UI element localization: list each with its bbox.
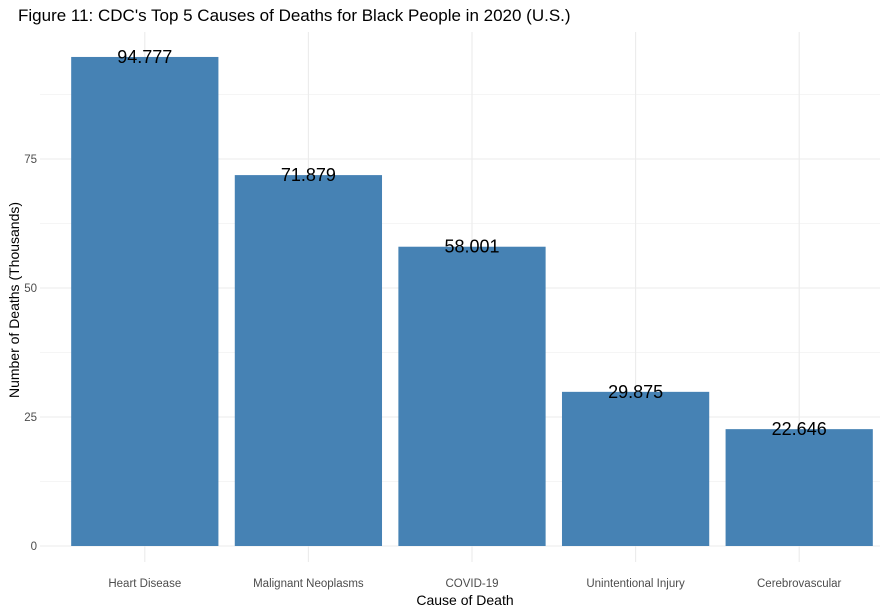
bar bbox=[561, 391, 710, 546]
x-axis-ticks: Heart Disease Malignant Neoplasms COVID-19… bbox=[108, 578, 841, 590]
y-tick-label: 25 bbox=[24, 412, 37, 424]
x-tick-label: Unintentional Injury bbox=[586, 578, 685, 590]
x-tick-label: Heart Disease bbox=[108, 578, 181, 590]
bars bbox=[71, 56, 873, 546]
data-labels: 94.777 71.879 58.001 29.875 22.646 bbox=[117, 47, 826, 439]
bar bbox=[234, 175, 383, 546]
x-tick-label: COVID-19 bbox=[445, 578, 498, 590]
y-tick-label: 50 bbox=[24, 283, 37, 295]
x-axis-title: Cause of Death bbox=[416, 592, 513, 608]
y-axis-ticks: 0 25 50 75 bbox=[24, 154, 37, 553]
x-tick-label: Malignant Neoplasms bbox=[253, 578, 364, 590]
y-tick-label: 75 bbox=[24, 154, 37, 166]
x-tick-label: Cerebrovascular bbox=[757, 578, 842, 590]
y-tick-label: 0 bbox=[31, 541, 37, 553]
bar bbox=[398, 246, 546, 546]
bar bbox=[725, 429, 873, 546]
data-label: 29.875 bbox=[608, 382, 663, 402]
data-label: 71.879 bbox=[281, 165, 336, 185]
data-label: 94.777 bbox=[117, 47, 172, 67]
data-label: 58.001 bbox=[444, 237, 499, 257]
chart-title: Figure 11: CDC's Top 5 Causes of Deaths … bbox=[18, 6, 571, 25]
y-axis-title: Number of Deaths (Thousands) bbox=[6, 202, 22, 398]
data-label: 22.646 bbox=[772, 419, 827, 439]
bar bbox=[71, 56, 219, 546]
